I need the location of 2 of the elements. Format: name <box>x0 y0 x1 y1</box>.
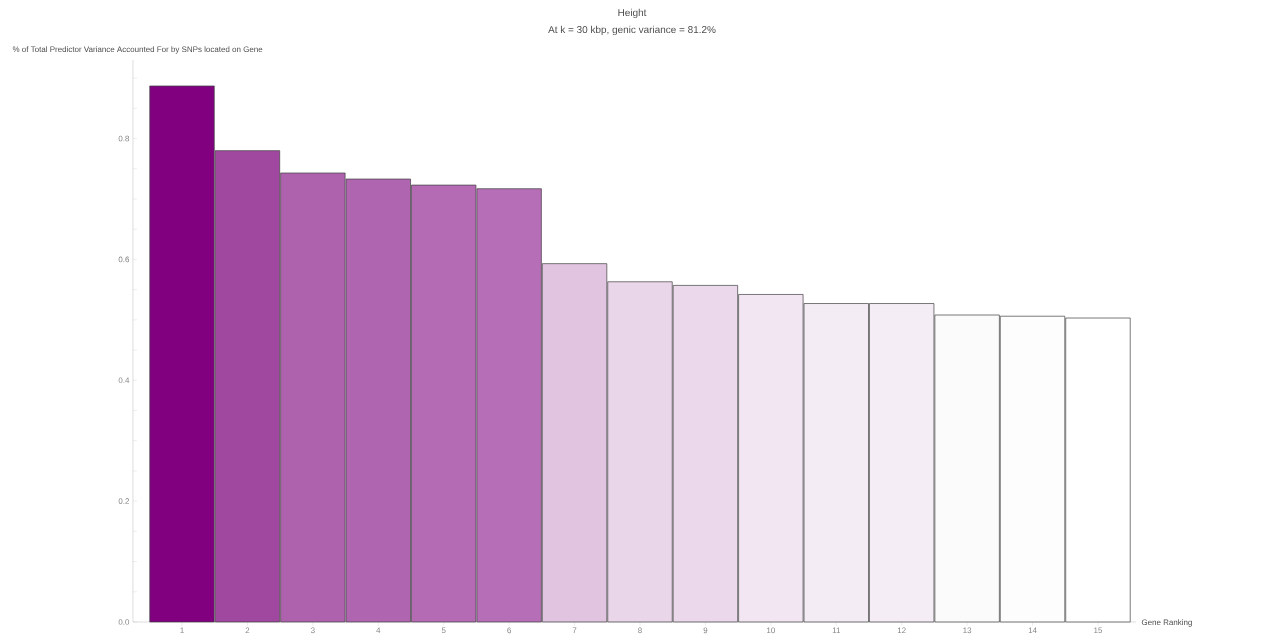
chart-title: Height <box>618 8 647 19</box>
chart-subtitle: At k = 30 kbp, genic variance = 81.2% <box>548 25 716 36</box>
